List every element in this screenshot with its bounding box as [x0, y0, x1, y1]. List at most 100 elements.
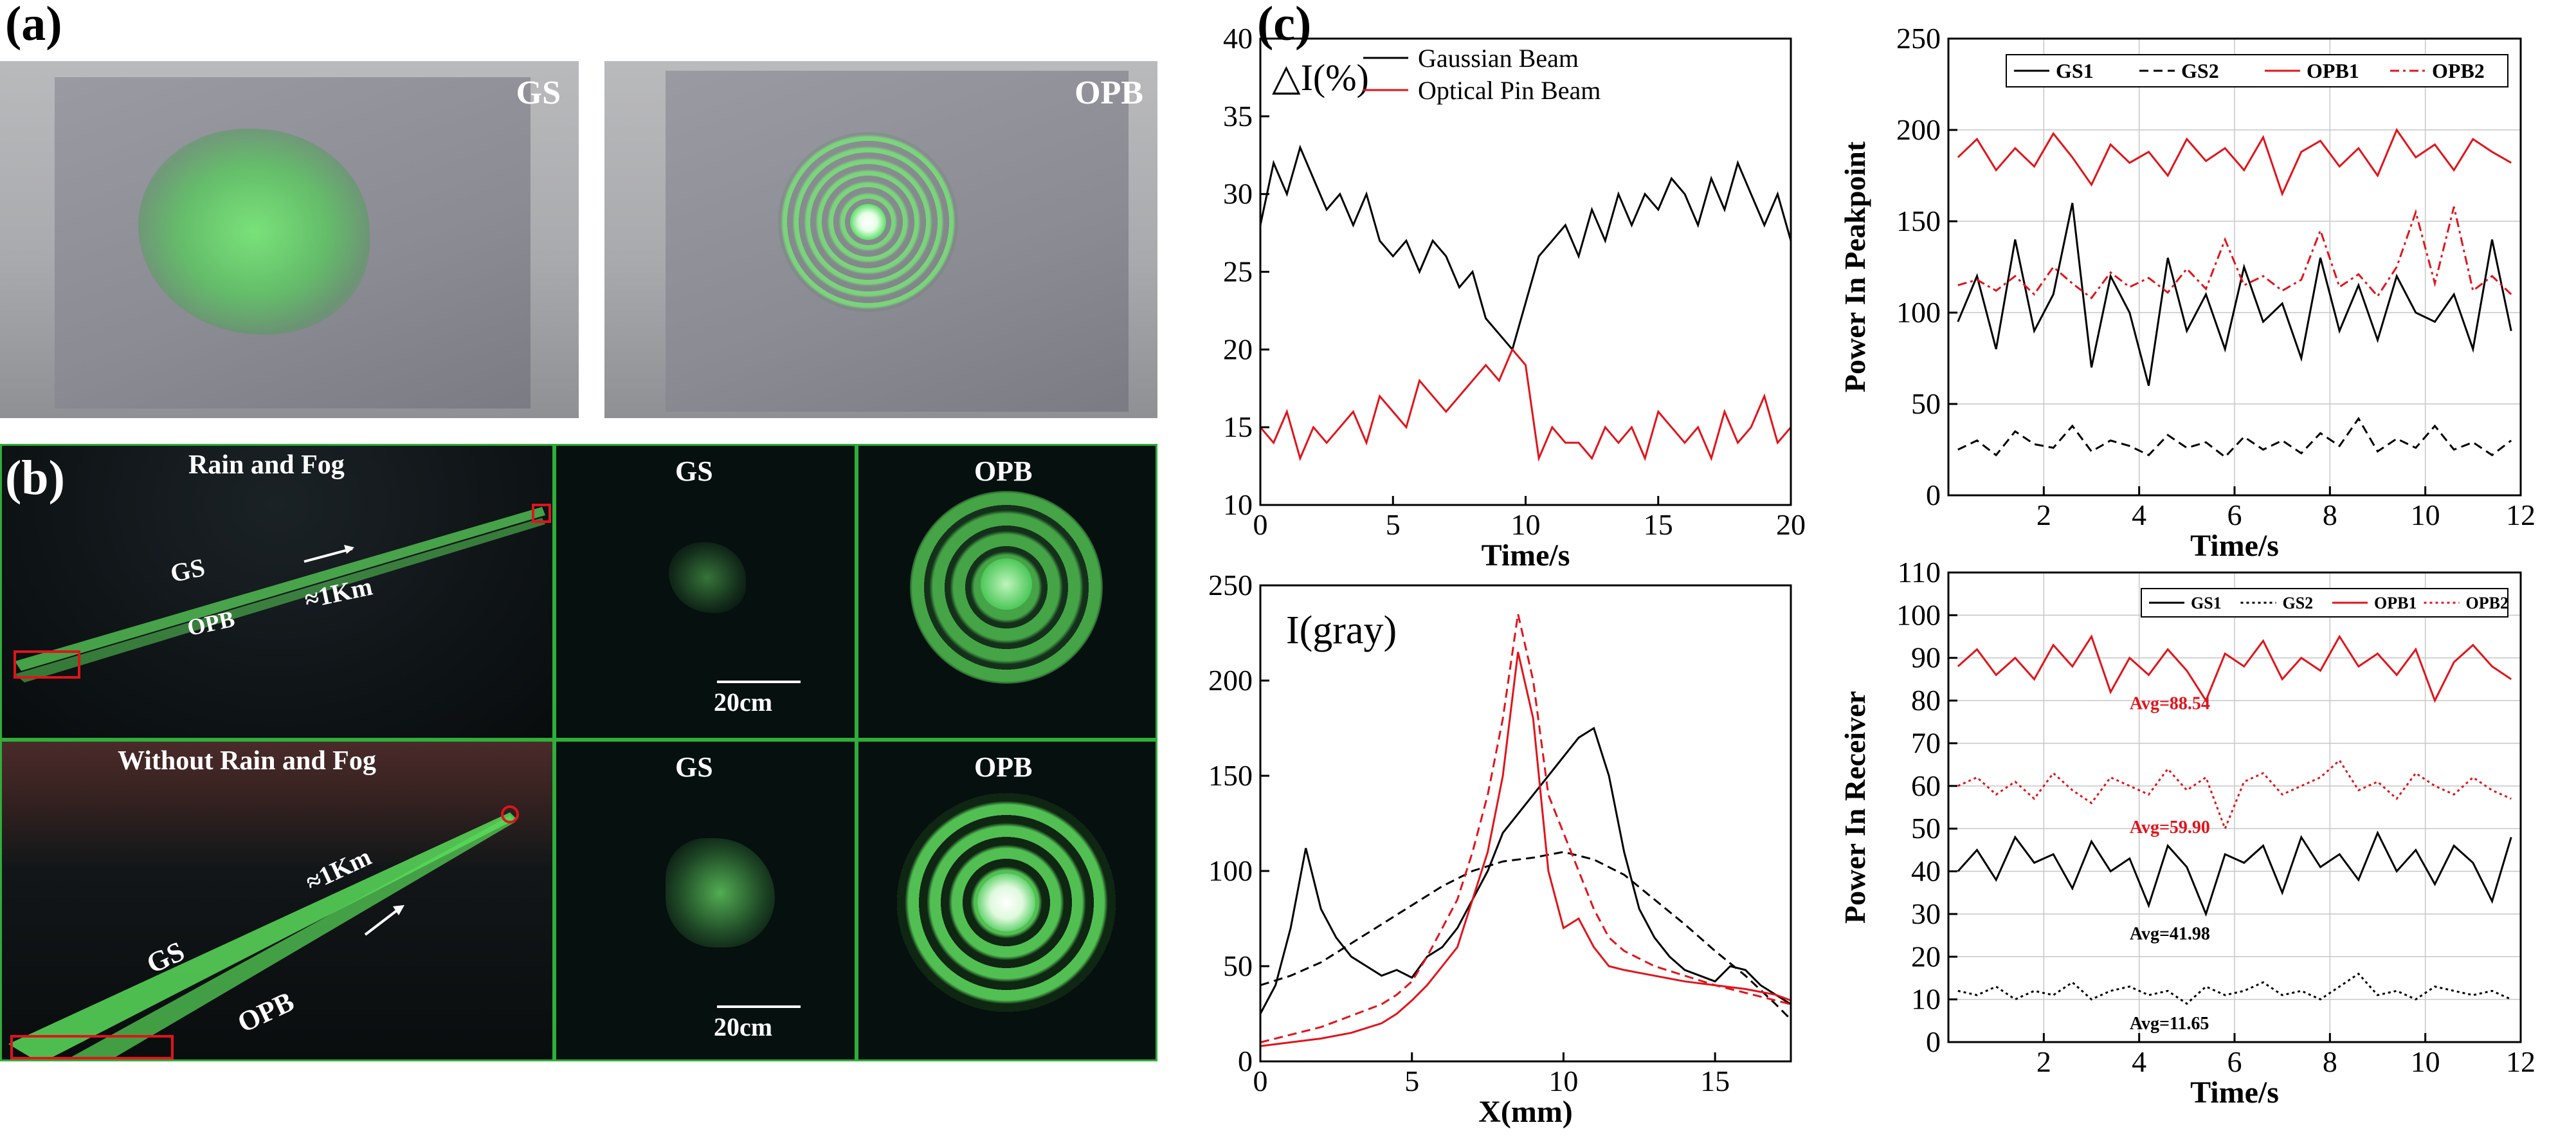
x-tick-label: 6: [2227, 499, 2242, 531]
avg-annotation: Avg=88.54: [2130, 693, 2210, 713]
chart-title: △I(%): [1272, 57, 1369, 98]
x-tick-label: 10: [2411, 499, 2440, 531]
legend-label: GS1: [2056, 59, 2094, 82]
photo-label-gs: GS: [516, 75, 561, 111]
y-tick-label: 40: [1911, 855, 1941, 888]
y-tick-label: 100: [1208, 854, 1253, 887]
y-tick-label: 150: [1208, 759, 1253, 792]
avg-annotation: Avg=11.65: [2130, 1014, 2209, 1034]
series-line-gs1: [1957, 830, 2512, 917]
x-axis-label: Time/s: [2190, 1076, 2279, 1110]
scale-bar-clear: [717, 1005, 801, 1008]
x-tick-label: 0: [1253, 508, 1268, 541]
x-tick-label: 10: [1511, 508, 1541, 541]
series-line-gs1: [1957, 203, 2512, 386]
legend-label: Gaussian Beam: [1418, 44, 1579, 73]
x-tick-label: 12: [2506, 499, 2535, 531]
x-axis-label: X(mm): [1478, 1095, 1573, 1129]
y-tick-label: 60: [1911, 769, 1941, 802]
x-tick-label: 5: [1404, 1065, 1419, 1097]
x-tick-label: 2: [2036, 1045, 2051, 1078]
spot-label-gs-clear: GS: [675, 751, 713, 783]
y-tick-label: 0: [1926, 479, 1941, 511]
chart-power-peakpoint: 2 4 6 8 10 12 0 50 100 150 200 250 Time/s Power In Pe…: [1838, 22, 2535, 563]
screen-sheet: [55, 77, 531, 408]
y-tick-label: 90: [1911, 641, 1941, 674]
screen-sheet-opb: [666, 71, 1129, 412]
photo-rain-fog: Rain and Fog GS OPB ≈1Km: [0, 444, 554, 740]
x-tick-label: 10: [1548, 1065, 1578, 1097]
y-tick-label: 40: [1223, 22, 1253, 55]
series-line-opb2: [1957, 206, 2512, 300]
x-tick-label: 2: [2036, 499, 2051, 531]
opb-core: [850, 204, 886, 240]
series-line-0: [1259, 726, 1791, 1014]
y-tick-label: 35: [1223, 100, 1253, 133]
x-axis-label: Time/s: [1482, 538, 1570, 572]
y-tick-label: 0: [1238, 1045, 1253, 1077]
panel-label-b: (b): [5, 451, 65, 505]
legend-label: OPB2: [2432, 59, 2485, 82]
photo-gs-spot-rain: GS 20cm: [554, 444, 857, 740]
panel-label-a: (a): [5, 0, 62, 51]
photo-no-rain: Without Rain and Fog ≈1Km GS OPB: [0, 740, 554, 1061]
opb-core-clear: [977, 874, 1035, 931]
y-tick-label: 20: [1911, 940, 1941, 973]
photo-opb-sheet: OPB: [604, 61, 1157, 418]
y-axis-label: Power In Peakpoint: [1838, 141, 1871, 392]
chart-power-receiver: 2 4 6 8 10 12 0 10 20 30 40 50 60 70 80 90 100 110 Time/s P…: [1838, 556, 2535, 1110]
x-tick-label: 15: [1644, 508, 1673, 541]
x-tick-label: 15: [1700, 1065, 1730, 1097]
series-line-opb2: [1957, 758, 2512, 832]
series-line-gs2: [1957, 416, 2512, 459]
y-tick-label: 15: [1223, 410, 1253, 443]
x-tick-label: 0: [1253, 1065, 1268, 1097]
photo-opb-spot-clear: OPB: [857, 740, 1157, 1061]
scale-label-rain: 20cm: [714, 688, 773, 717]
y-tick-label: 110: [1898, 556, 1941, 589]
legend-label: GS1: [2191, 594, 2222, 612]
scale-label-clear: 20cm: [714, 1012, 773, 1041]
avg-annotation: Avg=59.90: [2130, 818, 2210, 838]
beam-lines-clear: [8, 805, 519, 1059]
y-tick-label: 50: [1911, 387, 1941, 420]
plot-frame: [1259, 584, 1792, 1063]
y-tick-label: 100: [1896, 296, 1941, 329]
scale-bar-rain: [717, 681, 801, 683]
x-tick-label: 4: [2132, 499, 2146, 531]
y-tick-label: 10: [1911, 983, 1941, 1016]
title-no-rain: Without Rain and Fog: [118, 746, 376, 776]
series-line-opb1: [1957, 634, 2512, 703]
y-tick-label: 10: [1223, 488, 1253, 521]
series-line-opb1: [1957, 127, 2512, 197]
gs-spot-blob-clear: [666, 838, 775, 948]
x-tick-label: 6: [2227, 1045, 2242, 1078]
y-tick-label: 0: [1926, 1025, 1941, 1058]
series-line-optical-pin-beam: [1259, 347, 1792, 463]
spot-label-opb-clear: OPB: [974, 751, 1033, 783]
photo-opb-spot-rain: OPB: [857, 444, 1157, 740]
x-axis-label: Time/s: [2190, 529, 2279, 563]
y-tick-label: 30: [1223, 178, 1253, 210]
y-tick-label: 250: [1208, 569, 1253, 601]
photo-gs-sheet: GS: [0, 61, 579, 418]
series-line-gaussian-beam: [1259, 144, 1792, 352]
photo-label-opb: OPB: [1075, 75, 1143, 111]
chart-title: I(gray): [1286, 609, 1397, 652]
panel-label-c: (c): [1257, 0, 1312, 51]
y-tick-label: 150: [1896, 205, 1941, 237]
legend-label: OPB2: [2466, 594, 2508, 612]
y-tick-label: 70: [1911, 726, 1941, 759]
y-tick-label: 100: [1896, 598, 1941, 631]
x-tick-label: 5: [1386, 508, 1401, 541]
x-tick-label: 20: [1776, 508, 1806, 541]
y-tick-label: 80: [1911, 684, 1941, 717]
series-line-3: [1260, 614, 1791, 1043]
avg-annotation: Avg=41.98: [2130, 924, 2210, 944]
gs-spot-blob: [669, 542, 746, 613]
legend-label: GS2: [2283, 594, 2314, 612]
series-line-1: [1260, 850, 1792, 1020]
chart-delta-intensity: 0 5 10 15 20 10 15 20 25 30 35 40 Time/s △I(%) Gaussia…: [1223, 22, 1806, 572]
gaussian-spot: [138, 129, 370, 334]
